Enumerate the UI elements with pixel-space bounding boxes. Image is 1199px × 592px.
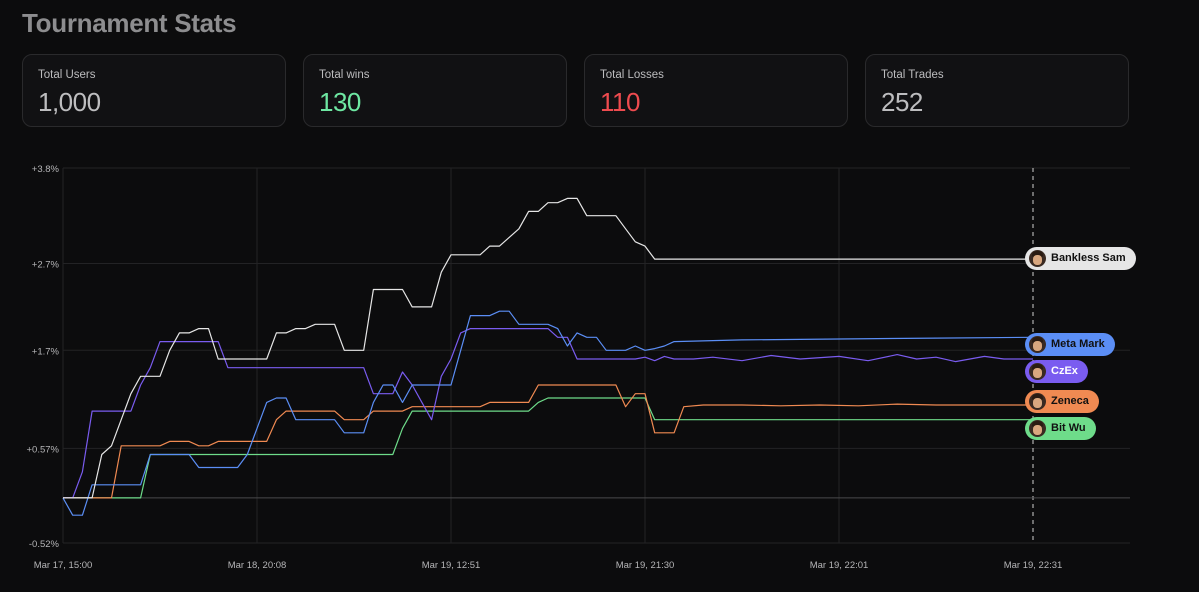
stat-label: Total Users [38,69,96,81]
y-tick-label: +1.7% [32,346,60,357]
y-tick-label: -0.52% [29,539,60,550]
stat-card-wins: Total wins 130 [303,54,567,127]
series-pill-czex[interactable]: CzEx [1025,360,1088,383]
line-chart: +3.8% +2.7% +1.7% +0.57% -0.52% Mar 17, 15:00… [27,164,1130,571]
series-line-bit-wu [63,397,1033,499]
y-tick-label: +3.8% [32,164,60,175]
series-line-meta-mark [62,310,1034,516]
stat-label: Total Losses [600,69,664,81]
series-pill-label: Bankless Sam [1051,252,1126,264]
stat-value: 110 [600,87,640,117]
stat-label: Total Trades [881,69,944,81]
series-pill-bit-wu[interactable]: Bit Wu [1025,417,1096,440]
series-pill-meta-mark[interactable]: Meta Mark [1025,333,1115,356]
avatar-icon [1029,420,1046,437]
series-line-bankless-sam [63,197,1033,499]
stat-card-users: Total Users 1,000 [22,54,286,127]
series-pill-label: Meta Mark [1051,338,1105,350]
y-tick-label: +2.7% [32,259,60,270]
stat-card-trades: Total Trades 252 [865,54,1129,127]
series-pill-label: Zeneca [1051,395,1089,407]
x-tick-label: Mar 17, 15:00 [34,560,93,571]
y-tick-label: +0.57% [27,444,60,455]
stat-value: 1,000 [38,87,101,117]
series-line-zeneca [63,384,1033,499]
x-tick-label: Mar 18, 20:08 [228,560,287,571]
avatar-icon [1029,250,1046,267]
stat-card-losses: Total Losses 110 [584,54,848,127]
series-pill-zeneca[interactable]: Zeneca [1025,390,1099,413]
stat-value: 252 [881,87,923,117]
x-tick-label: Mar 19, 22:31 [1004,560,1063,571]
stat-label: Total wins [319,69,370,81]
page-title: Tournament Stats [22,8,237,38]
series-pill-label: Bit Wu [1051,422,1086,434]
series-pill-label: CzEx [1051,365,1078,377]
avatar-icon [1029,336,1046,353]
x-tick-label: Mar 19, 21:30 [616,560,675,571]
series-pill-bankless-sam[interactable]: Bankless Sam [1025,247,1136,270]
stat-value: 130 [319,87,361,117]
avatar-icon [1029,363,1046,380]
x-tick-label: Mar 19, 12:51 [422,560,481,571]
series-line-czex [63,328,1033,499]
x-tick-label: Mar 19, 22:01 [810,560,869,571]
avatar-icon [1029,393,1046,410]
